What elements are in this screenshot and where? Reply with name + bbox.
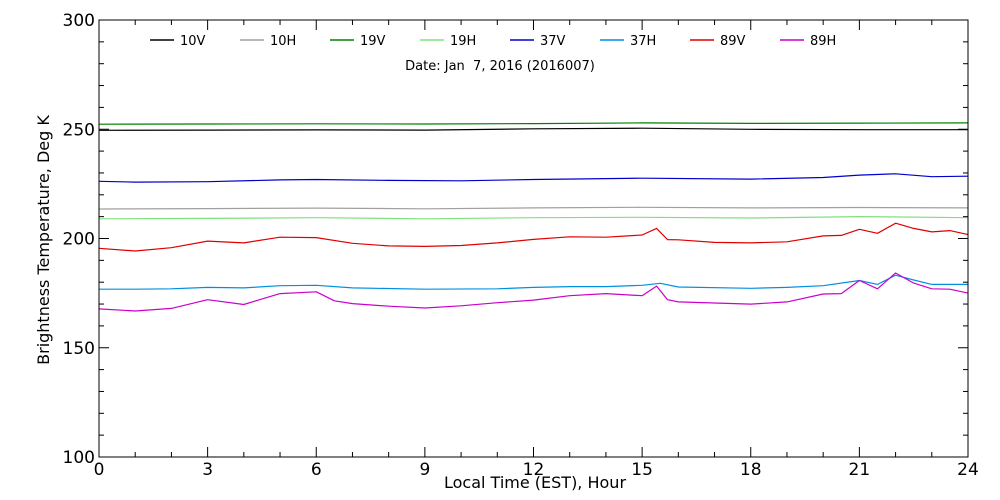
axes bbox=[98, 19, 969, 458]
y-axis-title: Brightness Temperature, Deg K bbox=[34, 115, 53, 365]
legend-label-89h: 89H bbox=[810, 34, 836, 49]
x-tick-label: 24 bbox=[957, 460, 979, 480]
legend-label-37v: 37V bbox=[540, 34, 566, 49]
series-line-37v bbox=[98, 173, 969, 183]
legend-label-19v: 19V bbox=[360, 34, 386, 49]
series-line-10v bbox=[98, 127, 968, 131]
series-line-10h bbox=[98, 206, 969, 210]
x-tick-label: 21 bbox=[849, 460, 871, 480]
legend-label-89v: 89V bbox=[720, 34, 746, 49]
series-line-89h bbox=[98, 272, 969, 312]
y-tick-label: 200 bbox=[63, 230, 95, 250]
series-line-89v bbox=[98, 222, 969, 252]
y-tick-label: 300 bbox=[63, 11, 95, 31]
legend-label-19h: 19H bbox=[450, 34, 476, 49]
legend-label-10v: 10V bbox=[180, 34, 206, 49]
series-lines bbox=[98, 122, 969, 312]
y-tick-label: 250 bbox=[63, 120, 95, 140]
x-tick-label: 15 bbox=[631, 460, 653, 480]
legend: 10V 10H 19V 19H 37V 37H 89V 89H bbox=[150, 34, 836, 49]
ticks: 0 3 6 9 12 15 18 21 24 100 150 200 250 300 bbox=[63, 11, 979, 480]
series-line-19v bbox=[98, 122, 969, 125]
x-tick-label: 9 bbox=[419, 460, 430, 480]
series-line-37h bbox=[99, 274, 968, 290]
x-axis-title: Local Time (EST), Hour bbox=[444, 473, 626, 492]
x-tick-label: 12 bbox=[523, 460, 545, 480]
y-tick-label: 100 bbox=[63, 448, 95, 468]
x-tick-label: 18 bbox=[740, 460, 762, 480]
x-tick-label: 6 bbox=[311, 460, 322, 480]
y-tick-label: 150 bbox=[63, 339, 95, 359]
plot-frame bbox=[98, 19, 969, 458]
x-tick-label: 3 bbox=[202, 460, 213, 480]
legend-label-37h: 37H bbox=[630, 34, 656, 49]
series-line-19h bbox=[98, 216, 969, 220]
legend-label-10h: 10H bbox=[270, 34, 296, 49]
date-subtitle: Date: Jan 7, 2016 (2016007) bbox=[405, 59, 595, 74]
x-tick-label: 0 bbox=[94, 460, 105, 480]
